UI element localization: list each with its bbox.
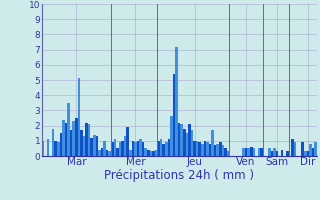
Bar <box>150 151 152 156</box>
Bar <box>258 148 260 156</box>
Bar <box>83 136 85 156</box>
Bar <box>106 150 108 156</box>
Bar <box>108 151 111 156</box>
Bar <box>147 150 150 156</box>
Bar <box>214 145 217 156</box>
Bar <box>91 138 93 156</box>
Bar <box>88 124 91 156</box>
Bar <box>57 142 60 156</box>
Bar <box>175 47 178 156</box>
Bar <box>121 141 124 156</box>
Bar <box>126 127 129 156</box>
Bar <box>183 129 186 156</box>
Bar <box>134 142 137 156</box>
Bar <box>96 136 98 156</box>
Bar <box>294 142 296 156</box>
Bar <box>209 144 211 156</box>
Bar <box>217 144 219 156</box>
Bar <box>70 130 72 156</box>
Bar <box>180 124 183 156</box>
Bar <box>247 148 250 156</box>
Bar <box>281 150 284 156</box>
Bar <box>250 147 252 156</box>
Bar <box>54 141 57 156</box>
Bar <box>137 141 139 156</box>
Bar <box>67 103 70 156</box>
Bar <box>291 139 294 156</box>
X-axis label: Précipitations 24h ( mm ): Précipitations 24h ( mm ) <box>104 169 254 182</box>
Bar <box>304 151 307 156</box>
Bar <box>178 123 180 156</box>
Bar <box>132 141 134 156</box>
Bar <box>270 151 273 156</box>
Bar <box>173 74 175 156</box>
Bar <box>211 130 214 156</box>
Bar <box>85 123 88 156</box>
Bar <box>124 136 126 156</box>
Bar <box>144 148 147 156</box>
Bar <box>309 144 312 156</box>
Bar <box>286 151 289 156</box>
Bar <box>114 139 116 156</box>
Bar <box>260 148 263 156</box>
Bar <box>206 142 209 156</box>
Bar <box>165 142 168 156</box>
Bar <box>155 150 157 156</box>
Bar <box>312 148 314 156</box>
Bar <box>245 148 247 156</box>
Bar <box>101 148 103 156</box>
Bar <box>301 142 304 156</box>
Bar <box>65 123 67 156</box>
Bar <box>191 130 193 156</box>
Bar <box>163 144 165 156</box>
Bar <box>139 139 142 156</box>
Bar <box>242 148 245 156</box>
Bar <box>273 148 276 156</box>
Bar <box>78 78 80 156</box>
Bar <box>170 116 173 156</box>
Bar <box>93 135 96 156</box>
Bar <box>116 148 119 156</box>
Bar <box>168 139 170 156</box>
Bar <box>142 142 144 156</box>
Bar <box>157 141 160 156</box>
Bar <box>160 139 163 156</box>
Bar <box>201 144 204 156</box>
Bar <box>98 150 101 156</box>
Bar <box>72 121 75 156</box>
Bar <box>111 142 114 156</box>
Bar <box>80 130 83 156</box>
Bar <box>47 139 49 156</box>
Bar <box>268 148 270 156</box>
Bar <box>314 142 317 156</box>
Bar <box>227 151 229 156</box>
Bar <box>152 151 155 156</box>
Bar <box>276 151 278 156</box>
Bar <box>222 145 224 156</box>
Bar <box>186 133 188 156</box>
Bar <box>193 141 196 156</box>
Bar <box>62 120 65 156</box>
Bar <box>196 141 198 156</box>
Bar <box>129 150 132 156</box>
Bar <box>119 142 121 156</box>
Bar <box>103 141 106 156</box>
Bar <box>204 141 206 156</box>
Bar <box>252 148 255 156</box>
Bar <box>198 142 201 156</box>
Bar <box>75 118 78 156</box>
Bar <box>52 129 54 156</box>
Bar <box>60 133 62 156</box>
Bar <box>42 141 44 156</box>
Bar <box>224 148 227 156</box>
Bar <box>219 142 222 156</box>
Bar <box>188 124 191 156</box>
Bar <box>307 151 309 156</box>
